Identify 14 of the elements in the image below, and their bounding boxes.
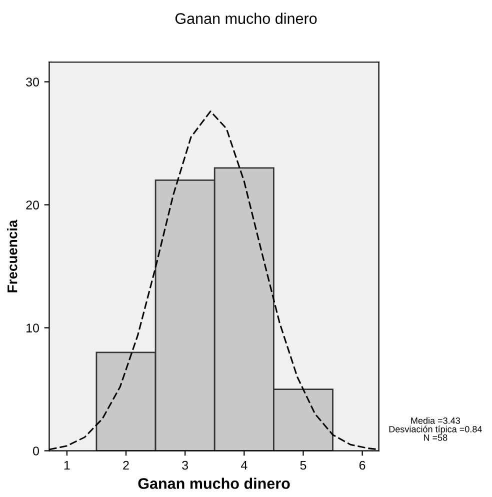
y-axis-title: Frecuencia bbox=[7, 220, 18, 292]
x-tick-label: 5 bbox=[300, 460, 306, 470]
text: Media =3.43 Desviación típica =0.84 N =58 bbox=[389, 417, 482, 441]
y-tick-label: 0 bbox=[33, 446, 39, 456]
x-tick-label: 1 bbox=[64, 460, 70, 470]
y-tick-label: 30 bbox=[26, 78, 39, 86]
x-tick-label: 2 bbox=[123, 460, 129, 470]
chart-title: Ganan mucho dinero bbox=[175, 12, 317, 24]
y-tick-label: 10 bbox=[26, 324, 39, 332]
x-tick-label: 6 bbox=[359, 460, 366, 470]
x-tick-label: 3 bbox=[182, 460, 188, 470]
x-axis-title: Ganan mucho dinero bbox=[138, 478, 290, 489]
x-tick-label: 4 bbox=[240, 460, 248, 470]
y-tick-label: 20 bbox=[26, 200, 39, 210]
